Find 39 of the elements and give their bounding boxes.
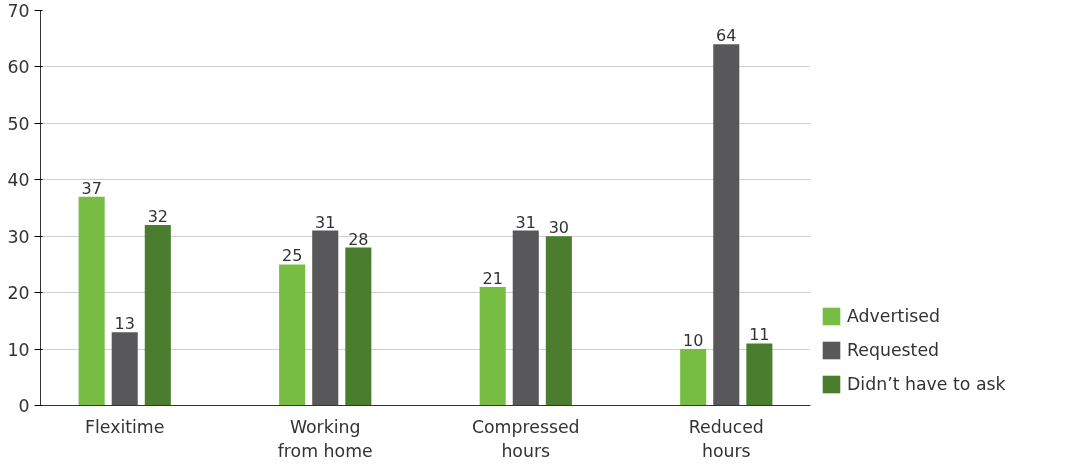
bar: [746, 343, 773, 406]
bar: [345, 247, 372, 406]
y-tick-label: 30: [7, 226, 30, 247]
y-tick-label: 10: [7, 339, 30, 360]
legend-label: Requested: [847, 340, 940, 360]
bar: [312, 230, 339, 406]
data-label: 13: [114, 314, 135, 334]
bar: [111, 332, 138, 406]
bar: [279, 264, 306, 406]
bar: [545, 236, 572, 406]
y-tick-label: 70: [7, 1, 30, 21]
legend-label: Didn’t have to ask: [847, 374, 1006, 394]
data-label: 30: [548, 218, 570, 238]
data-label: 31: [515, 212, 536, 232]
x-tick-label: Reduced hours: [688, 416, 764, 461]
data-label: 64: [716, 26, 737, 46]
bar: [78, 196, 105, 406]
data-label: 37: [81, 178, 102, 198]
data-label: 31: [315, 212, 336, 232]
y-tick-label: 60: [7, 57, 30, 78]
y-tick-label: 0: [18, 396, 30, 416]
data-label: 21: [482, 269, 503, 288]
x-tick-label: Compressed hours: [471, 416, 580, 461]
legend-label: Advertised: [847, 306, 940, 326]
x-tick-label: Flexitime: [85, 416, 165, 437]
bar: [680, 349, 707, 406]
y-tick-label: 40: [7, 170, 30, 191]
y-tick-label: 50: [7, 113, 30, 134]
data-label: 28: [348, 229, 369, 249]
bar: [479, 287, 506, 406]
bar: [713, 44, 740, 406]
data-label: 10: [683, 331, 704, 351]
data-label: 25: [281, 246, 303, 266]
bar: [144, 224, 171, 406]
y-tick-label: 20: [7, 283, 30, 304]
data-label: 32: [147, 206, 168, 226]
data-label: 11: [749, 325, 770, 345]
bar: [512, 230, 539, 406]
x-tick-label: Working from home: [277, 416, 373, 461]
